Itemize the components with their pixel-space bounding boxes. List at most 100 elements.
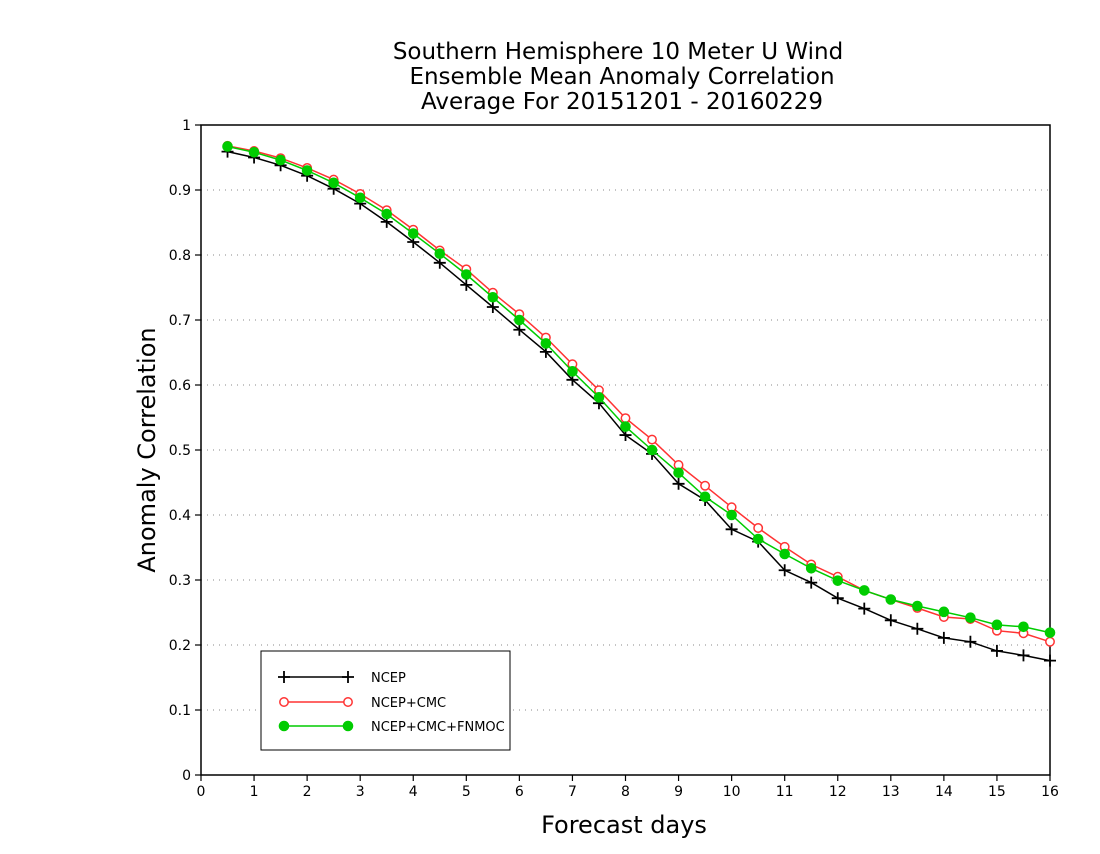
x-tick-label: 2 — [303, 784, 312, 800]
y-tick-label: 0.4 — [169, 508, 191, 524]
title-line-2: Ensemble Mean Anomaly Correlation — [409, 64, 834, 90]
y-tick-label: 0.5 — [169, 443, 191, 459]
legend-item: NCEP — [278, 671, 406, 686]
x-tick-label: 14 — [935, 784, 953, 800]
data-point-filled-circle — [858, 585, 870, 596]
data-point-filled-circle — [248, 147, 260, 158]
x-tick-label: 10 — [723, 784, 741, 800]
data-point-plus — [990, 644, 1003, 657]
data-point-filled-circle — [514, 314, 525, 326]
y-tick-label: 0.2 — [169, 638, 191, 654]
chart-title: Southern Hemisphere 10 Meter U Wind Ense… — [393, 39, 843, 115]
data-point-filled-circle — [593, 392, 605, 403]
data-point-plus — [672, 477, 685, 490]
series-ncep-cmc-fnmoc — [222, 141, 1056, 638]
data-point-plus — [858, 602, 871, 615]
data-point-filled-circle — [620, 421, 631, 432]
data-point-filled-circle — [354, 192, 366, 204]
series-layer — [221, 140, 1056, 667]
data-point-filled-circle — [726, 509, 737, 521]
series-ncep — [221, 145, 1056, 667]
y-tick-label: 0.1 — [169, 703, 191, 719]
data-point-open-circle — [1045, 636, 1055, 647]
data-point-filled-circle — [328, 177, 339, 189]
data-point-plus — [1044, 654, 1056, 667]
data-point-filled-circle — [301, 165, 313, 176]
title-line-1: Southern Hemisphere 10 Meter U Wind — [393, 39, 843, 65]
data-point-plus — [342, 671, 354, 683]
y-axis-title: Anomaly Correlation — [133, 327, 161, 572]
data-point-plus — [1017, 649, 1030, 662]
data-point-filled-circle — [991, 619, 1003, 631]
title-line-3: Average For 20151201 - 20160229 — [421, 89, 823, 115]
data-point-open-circle — [279, 697, 289, 707]
data-point-open-circle — [753, 523, 764, 533]
data-point-filled-circle — [487, 291, 499, 303]
data-point-plus — [778, 564, 791, 577]
y-tick-label: 0.7 — [169, 313, 191, 329]
x-tick-label: 9 — [674, 784, 683, 800]
legend-label: NCEP+CMC+FNMOC — [371, 720, 505, 735]
data-point-filled-circle — [567, 366, 578, 377]
data-point-filled-circle — [461, 269, 472, 280]
data-point-filled-circle — [938, 606, 950, 618]
data-point-filled-circle — [673, 467, 684, 479]
x-tick-label: 13 — [882, 784, 900, 800]
data-point-filled-circle — [434, 248, 446, 259]
data-point-open-circle — [700, 480, 711, 491]
data-point-filled-circle — [752, 533, 764, 545]
series-line — [227, 145, 1051, 634]
data-point-plus — [725, 523, 738, 536]
data-point-filled-circle — [342, 720, 354, 732]
data-point-filled-circle — [381, 208, 393, 220]
x-tick-label: 3 — [356, 784, 365, 800]
data-point-filled-circle — [699, 491, 711, 503]
data-point-plus — [911, 622, 924, 635]
axis-ticks: 00.10.20.30.40.50.60.70.80.910 1 2 3 4 5 6 7 8 9 1… — [169, 118, 1059, 800]
data-point-filled-circle — [832, 575, 844, 586]
legend-label: NCEP — [371, 671, 406, 686]
data-point-filled-circle — [1018, 621, 1029, 633]
y-tick-label: 1 — [182, 118, 191, 134]
data-point-plus — [805, 576, 818, 589]
x-tick-label: 8 — [621, 784, 630, 800]
grid-lines — [201, 189, 1050, 711]
y-tick-label: 0 — [182, 768, 191, 784]
legend-box — [260, 650, 511, 751]
data-point-plus — [460, 278, 473, 291]
data-point-plus — [486, 301, 499, 313]
data-point-plus — [831, 592, 844, 605]
series-line — [227, 145, 1051, 643]
data-point-open-circle — [343, 697, 353, 707]
data-point-filled-circle — [912, 600, 923, 612]
data-point-plus — [964, 635, 977, 648]
data-point-filled-circle — [275, 154, 286, 166]
series-line — [227, 150, 1051, 662]
legend-item: NCEP+CMC+FNMOC — [278, 720, 505, 735]
x-tick-label: 11 — [776, 784, 794, 800]
y-tick-label: 0.3 — [169, 573, 191, 589]
data-point-plus — [937, 631, 950, 644]
data-point-plus — [884, 614, 897, 627]
legend: NCEP NCEP+CMC NCEP+CMC+FNMOC — [260, 650, 511, 751]
x-tick-label: 6 — [515, 784, 524, 800]
data-point-filled-circle — [885, 594, 897, 605]
x-tick-label: 5 — [462, 784, 471, 800]
x-axis-title: Forecast days — [541, 811, 707, 839]
data-point-filled-circle — [965, 612, 976, 624]
x-tick-label: 12 — [829, 784, 847, 800]
data-point-open-circle — [620, 413, 631, 424]
y-tick-label: 0.9 — [169, 183, 191, 199]
data-point-filled-circle — [646, 444, 658, 456]
data-point-filled-circle — [805, 563, 817, 574]
legend-label: NCEP+CMC — [371, 696, 446, 711]
x-tick-label: 1 — [250, 784, 259, 800]
legend-item: NCEP+CMC — [279, 696, 446, 711]
data-point-filled-circle — [222, 141, 233, 152]
x-tick-label: 4 — [409, 784, 418, 800]
data-point-filled-circle — [278, 720, 290, 732]
x-tick-label: 7 — [568, 784, 577, 800]
data-point-filled-circle — [779, 548, 790, 560]
y-tick-label: 0.8 — [169, 248, 191, 264]
